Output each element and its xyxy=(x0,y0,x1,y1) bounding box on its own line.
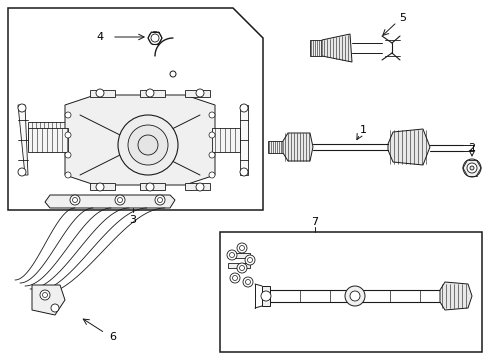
Polygon shape xyxy=(228,253,250,258)
Text: 4: 4 xyxy=(97,32,103,42)
Polygon shape xyxy=(45,195,175,208)
Circle shape xyxy=(18,168,26,176)
Polygon shape xyxy=(28,122,65,148)
Circle shape xyxy=(65,152,71,158)
Text: 6: 6 xyxy=(109,332,117,342)
Circle shape xyxy=(65,172,71,178)
Circle shape xyxy=(65,112,71,118)
Circle shape xyxy=(146,89,154,97)
Circle shape xyxy=(467,163,477,173)
Circle shape xyxy=(209,152,215,158)
Polygon shape xyxy=(140,90,165,97)
Circle shape xyxy=(18,104,26,112)
Circle shape xyxy=(245,255,255,265)
Circle shape xyxy=(229,252,235,257)
Text: 1: 1 xyxy=(360,125,367,135)
Polygon shape xyxy=(322,34,352,62)
Circle shape xyxy=(115,195,125,205)
Circle shape xyxy=(157,198,163,202)
Polygon shape xyxy=(262,286,270,306)
Polygon shape xyxy=(32,285,65,315)
Circle shape xyxy=(230,273,240,283)
Circle shape xyxy=(118,198,122,202)
Circle shape xyxy=(51,304,59,312)
Circle shape xyxy=(196,183,204,191)
Circle shape xyxy=(345,286,365,306)
Circle shape xyxy=(40,290,50,300)
Polygon shape xyxy=(440,282,472,310)
Circle shape xyxy=(196,89,204,97)
Polygon shape xyxy=(310,40,322,56)
Circle shape xyxy=(237,263,247,273)
Polygon shape xyxy=(212,128,245,152)
Text: 7: 7 xyxy=(312,217,318,227)
Circle shape xyxy=(209,112,215,118)
Circle shape xyxy=(232,275,238,280)
Polygon shape xyxy=(28,128,68,152)
Polygon shape xyxy=(140,183,165,190)
Circle shape xyxy=(227,250,237,260)
Circle shape xyxy=(73,198,77,202)
Polygon shape xyxy=(240,105,248,175)
Circle shape xyxy=(151,34,159,42)
Polygon shape xyxy=(228,263,250,268)
Polygon shape xyxy=(283,133,313,161)
Polygon shape xyxy=(65,95,215,185)
Circle shape xyxy=(65,132,71,138)
Polygon shape xyxy=(185,90,210,97)
Circle shape xyxy=(350,291,360,301)
Bar xyxy=(220,232,482,352)
Text: 5: 5 xyxy=(399,13,407,23)
Circle shape xyxy=(96,89,104,97)
Text: 3: 3 xyxy=(129,215,137,225)
Circle shape xyxy=(138,135,158,155)
Circle shape xyxy=(247,257,252,262)
Text: 2: 2 xyxy=(468,143,476,153)
Circle shape xyxy=(209,172,215,178)
Circle shape xyxy=(240,266,245,270)
Polygon shape xyxy=(268,141,283,153)
Circle shape xyxy=(245,279,250,284)
Circle shape xyxy=(43,292,48,297)
Circle shape xyxy=(240,246,245,251)
Circle shape xyxy=(240,104,248,112)
Polygon shape xyxy=(90,183,115,190)
Circle shape xyxy=(118,115,178,175)
Circle shape xyxy=(463,159,481,177)
Polygon shape xyxy=(18,105,28,175)
Circle shape xyxy=(128,125,168,165)
Circle shape xyxy=(96,183,104,191)
Polygon shape xyxy=(388,129,430,165)
Circle shape xyxy=(146,183,154,191)
Circle shape xyxy=(155,195,165,205)
Circle shape xyxy=(70,195,80,205)
Circle shape xyxy=(261,291,271,301)
Circle shape xyxy=(209,132,215,138)
Circle shape xyxy=(240,168,248,176)
Circle shape xyxy=(243,277,253,287)
Polygon shape xyxy=(185,183,210,190)
Circle shape xyxy=(237,243,247,253)
Polygon shape xyxy=(90,90,115,97)
Circle shape xyxy=(470,166,474,170)
